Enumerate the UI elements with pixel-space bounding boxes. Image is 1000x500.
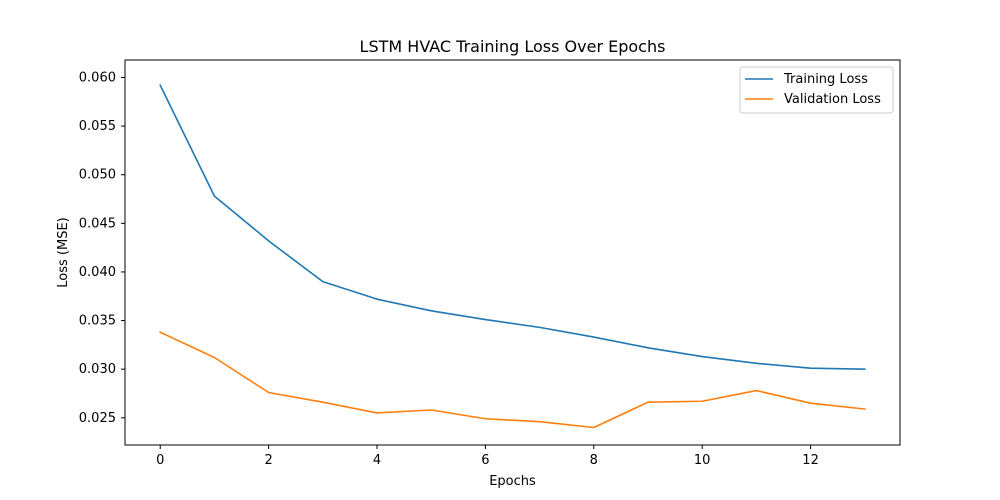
x-tick-label: 12 [802,453,819,468]
y-tick-label: 0.055 [79,119,116,134]
chart-title: LSTM HVAC Training Loss Over Epochs [360,37,666,56]
x-axis: 0 2 4 6 8 10 12 [156,445,819,468]
x-tick-label: 10 [694,453,711,468]
y-tick-label: 0.025 [79,411,116,426]
y-tick-label: 0.035 [79,314,116,329]
x-axis-label: Epochs [489,474,536,489]
plot-frame [124,59,901,446]
y-axis: 0.025 0.030 0.035 0.040 0.045 0.050 0.055 0.060 [79,71,125,426]
legend: Training Loss Validation Loss [739,66,894,114]
plot-area: 0 2 4 6 8 10 12 0.025 0.030 0.035 0.040 0.045 0.050… [79,59,901,468]
x-tick-label: 6 [481,453,489,468]
y-tick-label: 0.050 [79,168,116,183]
series-line-validation-loss [159,331,866,429]
legend-box [739,66,894,114]
series-line-training-loss [159,84,866,370]
y-axis-label: Loss (MSE) [56,217,71,287]
legend-label-validation-loss: Validation Loss [784,92,881,107]
x-tick-label: 0 [156,453,164,468]
y-tick-label: 0.040 [79,265,116,280]
y-tick-label: 0.060 [79,71,116,86]
x-tick-label: 2 [264,453,272,468]
series-layer [159,84,866,429]
y-tick-label: 0.045 [79,216,116,231]
x-tick-label: 4 [373,453,381,468]
legend-label-training-loss: Training Loss [783,72,868,87]
y-tick-label: 0.030 [79,362,116,377]
x-tick-label: 8 [590,453,598,468]
